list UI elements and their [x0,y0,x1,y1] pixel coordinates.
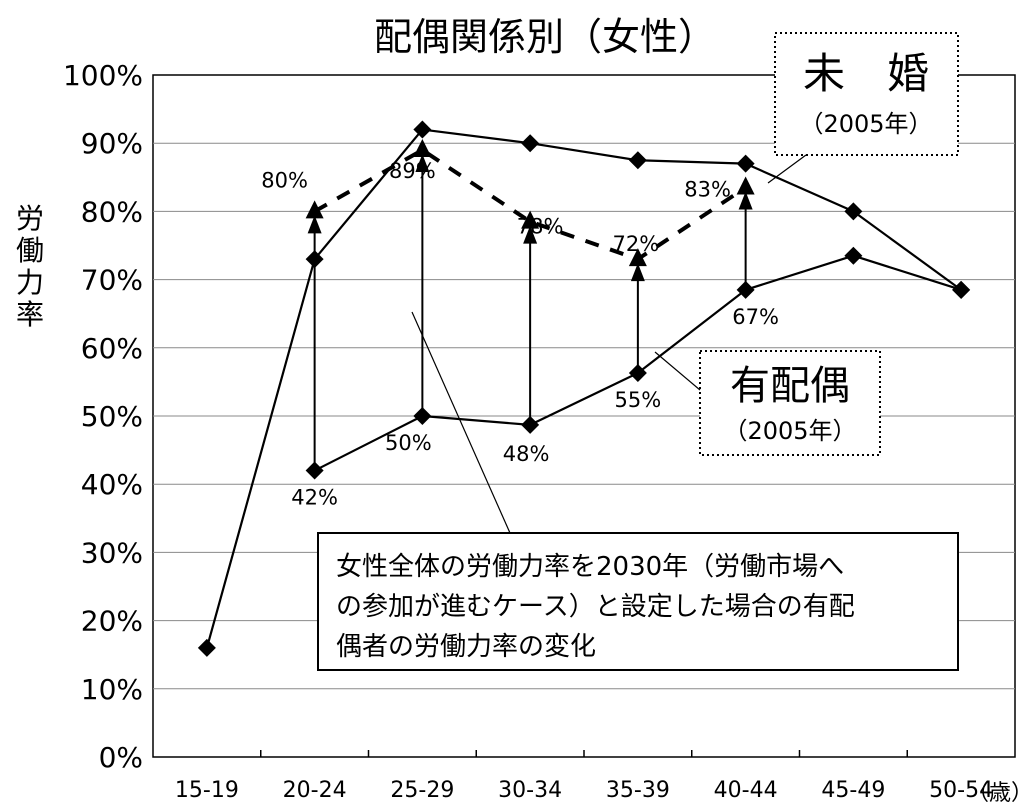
x-tick-label: 25-29 [390,778,454,803]
y-tick-label: 60% [81,332,143,365]
data-label-married: 48% [503,442,550,466]
annotation-line-2: の参加が進むケース）と設定した場合の有配 [336,592,855,622]
point-marker [521,210,540,229]
legend-married: 有配偶 （2005年） [654,350,881,456]
y-axis-label-char: 労 [16,202,44,235]
point-marker [844,202,863,221]
arrow-head [630,263,645,282]
arrow-head [307,215,322,234]
point-marker [736,176,755,195]
y-tick-label: 50% [81,400,143,433]
y-tick-label: 80% [81,195,143,228]
y-tick-label: 90% [81,127,143,160]
x-axis-unit: （歳） [967,781,1029,806]
y-tick-label: 100% [63,59,143,92]
y-tick-label: 70% [81,264,143,297]
y-axis-label-char: 働 [16,234,44,267]
annotation-line-3: 偶者の労働力率の変化 [336,632,596,662]
y-tick-label: 40% [81,468,143,501]
chart-title: 配偶関係別（女性） [374,15,716,59]
point-marker [736,280,755,299]
point-marker [628,151,647,170]
y-tick-label: 30% [81,536,143,569]
y-tick-label: 10% [81,673,143,706]
point-marker [628,248,647,267]
legend-unmarried-title: 未 婚 [803,49,929,98]
data-label-2030: 80% [261,168,308,192]
legend-married-year: （2005年） [723,417,856,445]
x-tick-label: 40-44 [714,778,778,803]
arrow-head [415,154,430,173]
point-marker [305,200,324,219]
series-line-0 [205,128,962,649]
y-tick-label: 0% [99,741,143,774]
data-label-2030: 72% [613,232,660,256]
data-label-married: 67% [732,305,779,329]
y-tick-label: 20% [81,605,143,638]
series-lines [197,120,971,657]
legend-married-title: 有配偶 [730,363,850,409]
point-marker [197,638,216,657]
x-tick-label: 15-19 [175,778,239,803]
point-marker [952,280,971,299]
point-marker [628,364,647,383]
y-axis-label: 労働力率 [16,202,44,331]
point-marker [521,134,540,153]
y-axis-ticks: 0% 10% 20% 30% 40% 50% 60% 70% 80% 90% 100% [63,59,143,774]
point-marker [844,246,863,265]
annotation: 女性全体の労働力率を2030年（労働市場へ の参加が進むケース）と設定した場合の… [317,311,959,671]
point-marker [305,250,324,269]
point-marker [413,139,432,158]
point-marker [521,415,540,434]
data-label-married: 42% [291,486,338,510]
x-tick-label: 50-54 [929,778,993,803]
data-label-2030: 78% [517,215,564,239]
point-marker [305,461,324,480]
data-label-2030: 83% [684,178,731,202]
x-tick-label: 20-24 [283,778,347,803]
y-axis-label-char: 力 [16,266,44,299]
point-marker [413,407,432,425]
legend-unmarried: 未 婚 （2005年） [767,32,959,184]
x-axis-ticks: 15-19 20-24 25-29 30-34 35-39 40-44 45-49 50-54 [175,750,993,803]
x-tick-label: 30-34 [498,778,562,803]
arrow-head [738,191,753,210]
y-axis-label-char: 率 [16,298,44,331]
legend-unmarried-year: （2005年） [799,110,932,138]
data-label-married: 55% [615,388,662,412]
data-label-2030: 89% [389,159,436,183]
series-line-2 [313,148,747,262]
point-marker [413,120,432,139]
point-marker [736,154,755,173]
arrow-head [523,225,538,244]
annotation-line-1: 女性全体の労働力率を2030年（労働市場へ [336,552,844,582]
x-tick-label: 45-49 [821,778,885,803]
data-labels: 42% 50% 48% 55% 67% 80% 89% 78% 72% 83% [261,159,779,510]
x-tick-label: 35-39 [606,778,670,803]
data-label-married: 50% [385,431,432,455]
